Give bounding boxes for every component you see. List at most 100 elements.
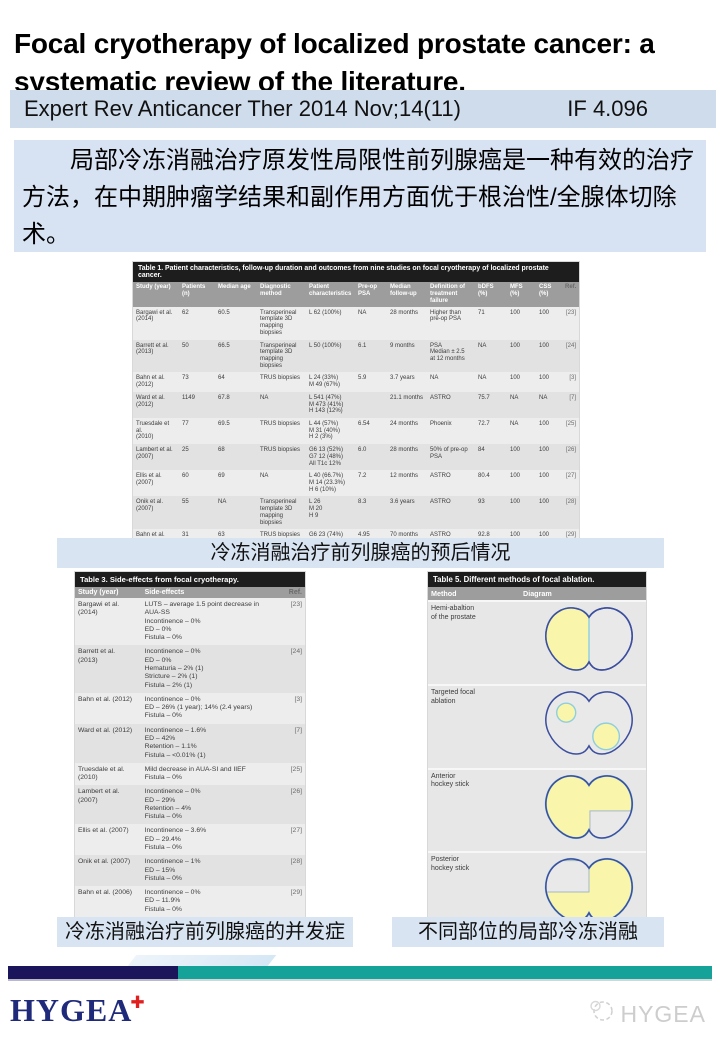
hygea-watermark: HYGEA bbox=[588, 998, 706, 1031]
table5-figure: Table 5. Different methods of focal abla… bbox=[428, 572, 646, 935]
table-row: Bahn et al. (2012) Incontinence – 0% ED –… bbox=[75, 692, 305, 724]
table-cell: [25] bbox=[290, 765, 302, 773]
table-cell: 69 bbox=[218, 473, 225, 480]
table-cell: Transperineal template 3D mapping biopsi… bbox=[260, 309, 297, 336]
table-row: Bahn et al. (2006) Incontinence – 0% ED –… bbox=[75, 886, 305, 917]
table-cell: Incontinence – 0% ED – 29% Retention – 4… bbox=[144, 788, 201, 821]
column-header: Median follow-up bbox=[387, 282, 427, 307]
table-cell: [28] bbox=[290, 858, 302, 866]
table-cell: Incontinence – 1.6% ED – 42% Retention –… bbox=[144, 726, 207, 759]
table-cell: 6.0 bbox=[358, 447, 367, 454]
table-cell: TRUS biopsies bbox=[260, 421, 301, 428]
table-row: Ellis et al. (2007) Incontinence – 3.6% E… bbox=[75, 824, 305, 856]
table-cell: 75.7 bbox=[478, 394, 490, 401]
table-cell: 66.5 bbox=[218, 342, 230, 349]
table-cell: Lambert et al. (2007) bbox=[78, 788, 120, 804]
table-cell: [28] bbox=[565, 499, 576, 506]
table-cell: Truesdale et al. (2010) bbox=[78, 765, 125, 782]
table-cell: Bargawi et al. (2014) bbox=[136, 309, 173, 323]
table-cell: Incontinence – 0% ED – 0% Hematuria – 2%… bbox=[144, 648, 204, 689]
table-cell: 6.1 bbox=[358, 342, 367, 349]
table-cell: L 44 (57%) M 31 (40%) H 2 (3%) bbox=[309, 421, 341, 441]
table-cell: Transperineal template 3D mapping biopsi… bbox=[260, 499, 297, 526]
table-cell: 55 bbox=[182, 499, 189, 506]
table-cell: 70 months bbox=[390, 532, 419, 539]
column-header: Patient characteristics bbox=[306, 282, 355, 307]
table-cell: 9 months bbox=[390, 342, 415, 349]
table-cell: L 50 (100%) bbox=[309, 342, 342, 349]
table-cell: Onik et al. (2007) bbox=[78, 858, 131, 866]
table-row: Ward et al. (2012) Incontinence – 1.6% ED… bbox=[75, 723, 305, 763]
table-cell: 100 bbox=[539, 375, 550, 382]
table-cell: [7] bbox=[569, 394, 576, 401]
impact-factor: IF 4.096 bbox=[567, 96, 648, 121]
table-row: Anterior hockey stick bbox=[428, 768, 646, 853]
table-cell: NA bbox=[260, 394, 269, 401]
table-cell: [25] bbox=[565, 421, 576, 428]
table-cell: Higher than pre-op PSA bbox=[430, 309, 462, 323]
column-header: Patients (n) bbox=[179, 282, 215, 307]
table-row: Lambert et al. (2007) 25 68 TRUS biopsies G6… bbox=[133, 444, 579, 471]
column-header: Diagnostic method bbox=[257, 282, 306, 307]
caption-table3: 冷冻消融治疗前列腺癌的并发症 bbox=[57, 917, 353, 947]
table-cell: TRUS biopsies bbox=[260, 447, 301, 454]
table-cell: Incontinence – 0% ED – 11.9% Fistula – 0… bbox=[144, 889, 201, 913]
table-cell: Ward et al. (2012) bbox=[136, 394, 165, 408]
table-row: Bargawi et al. (2014) LUTS – average 1.5 … bbox=[75, 598, 305, 646]
column-header: MFS (%) bbox=[507, 282, 536, 307]
table-cell: 100 bbox=[539, 473, 550, 480]
column-header: Study (year) bbox=[133, 282, 179, 307]
table-cell: 100 bbox=[510, 499, 521, 506]
table-cell: 92.8 bbox=[478, 532, 490, 539]
table3-figure: Table 3. Side-effects from focal cryothe… bbox=[75, 572, 305, 917]
table1: Study (year) Patients (n) Median age Diagno… bbox=[133, 282, 579, 549]
table-cell: 5.9 bbox=[358, 375, 367, 382]
table-row: Targeted focal ablation bbox=[428, 684, 646, 769]
table-cell: L 40 (66.7%) M 14 (23.3%) H 6 (10%) bbox=[309, 473, 346, 493]
table-cell: Ellis et al. (2007) bbox=[136, 473, 162, 487]
hygea-watermark-icon bbox=[588, 998, 615, 1031]
anterior-hockey-stick-diagram bbox=[520, 769, 646, 853]
ablation-method-label: Anterior hockey stick bbox=[431, 772, 470, 789]
table-cell: 28 months bbox=[390, 447, 419, 454]
column-header: Pre-op PSA bbox=[355, 282, 387, 307]
table-cell: Truesdale et al. (2010) bbox=[136, 421, 170, 441]
hygea-logo-text: HYGEA bbox=[10, 992, 133, 1028]
table-cell: L 26 M 20 H 9 bbox=[309, 499, 323, 519]
table-cell: Bargawi et al. (2014) bbox=[78, 601, 120, 617]
red-cross-icon: ✚ bbox=[130, 993, 146, 1013]
table-cell: 3.7 years bbox=[390, 375, 415, 382]
table-cell: L 62 (100%) bbox=[309, 309, 342, 316]
table-cell: 6.54 bbox=[358, 421, 370, 428]
table-cell: 80.4 bbox=[478, 473, 490, 480]
ablation-method-label: Hemi-abaltion of the prostate bbox=[431, 605, 476, 621]
table-cell: Incontinence – 1% ED – 15% Fistula – 0% bbox=[144, 858, 201, 882]
table-cell: Bahn et al. (2012) bbox=[136, 375, 165, 389]
column-header: Definition of treatment failure bbox=[427, 282, 475, 307]
table-cell: L 541 (47%) M 473 (41%) H 143 (12%) bbox=[309, 394, 344, 415]
table-cell: TRUS biopsies bbox=[260, 532, 301, 539]
table-row: Ellis et al. (2007) 60 69 NA L 40 (66.7%) M … bbox=[133, 470, 579, 497]
table-cell: 60.5 bbox=[218, 309, 230, 316]
page-title: Focal cryotherapy of localized prostate … bbox=[14, 27, 655, 97]
table-cell: LUTS – average 1.5 point decrease in AUA… bbox=[144, 601, 260, 642]
table-cell: 4.95 bbox=[358, 532, 370, 539]
table-row: Truesdale et al. (2010) 77 69.5 TRUS biopsi… bbox=[133, 418, 579, 445]
table-cell: 1149 bbox=[182, 394, 195, 401]
table-cell: Ellis et al. (2007) bbox=[78, 827, 129, 835]
table-row: Bargawi et al. (2014) 62 60.5 Transperineal… bbox=[133, 306, 579, 340]
table-cell: 73 bbox=[182, 375, 189, 382]
table-row: Ward et al. (2012) 1149 67.8 NA L 541 (47%) … bbox=[133, 391, 579, 419]
table-cell: NA bbox=[478, 342, 487, 349]
table-cell: ASTRO bbox=[430, 532, 451, 539]
table-cell: Onik et al. (2007) bbox=[136, 499, 164, 513]
table-cell: [29] bbox=[290, 889, 302, 897]
table-cell: [27] bbox=[565, 473, 576, 480]
ablation-method-label: Targeted focal ablation bbox=[431, 688, 475, 705]
table1-title: Table 1. Patient characteristics, follow… bbox=[133, 262, 579, 282]
table1-figure: Table 1. Patient characteristics, follow… bbox=[133, 262, 579, 549]
table-cell: 28 months bbox=[390, 309, 419, 316]
table-cell: 63 bbox=[218, 532, 225, 539]
table3-title: Table 3. Side-effects from focal cryothe… bbox=[75, 572, 305, 587]
